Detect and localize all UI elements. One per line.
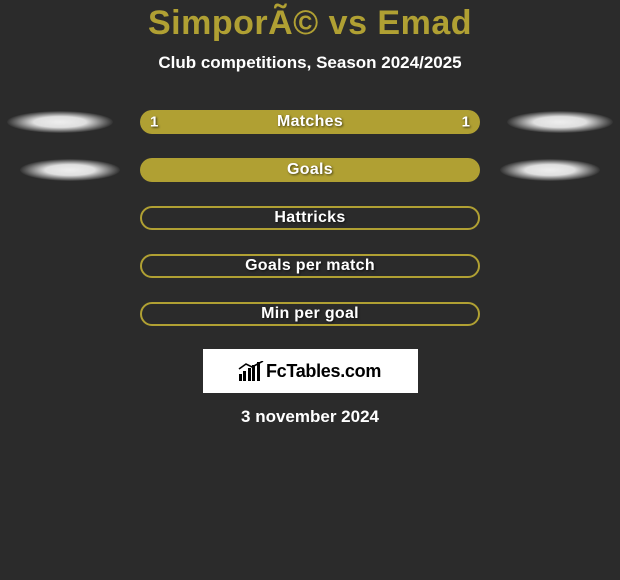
stat-bar: Hattricks (140, 206, 480, 230)
page-title: SimporÃ© vs Emad (0, 4, 620, 43)
stat-label: Min per goal (261, 305, 359, 323)
subtitle: Club competitions, Season 2024/2025 (0, 53, 620, 73)
stat-bar: Goals per match (140, 254, 480, 278)
stat-bar: Min per goal (140, 302, 480, 326)
stat-label: Goals (287, 161, 333, 179)
logo: FcTables.com (239, 361, 381, 382)
stat-bar: Goals (140, 158, 480, 182)
logo-box[interactable]: FcTables.com (203, 349, 418, 393)
stat-row: Hattricks (0, 205, 620, 231)
stat-left-value: 1 (150, 114, 158, 131)
stat-label: Hattricks (274, 209, 345, 227)
comparison-widget: SimporÃ© vs Emad Club competitions, Seas… (0, 0, 620, 427)
date-text: 3 november 2024 (0, 407, 620, 427)
bars-logo-icon (239, 362, 260, 381)
shadow-ellipse-left (20, 159, 120, 181)
logo-text: FcTables.com (266, 361, 381, 382)
stat-bar: 1 Matches 1 (140, 110, 480, 134)
stat-row: Goals per match (0, 253, 620, 279)
shadow-ellipse-right (507, 111, 613, 133)
stat-right-value: 1 (462, 114, 470, 131)
shadow-ellipse-right (500, 159, 600, 181)
stat-row: Min per goal (0, 301, 620, 327)
stat-row: Goals (0, 157, 620, 183)
logo-trend-line-icon (238, 361, 264, 370)
shadow-ellipse-left (7, 111, 113, 133)
stat-label: Matches (277, 113, 343, 131)
stats-rows: 1 Matches 1 Goals Hattricks Goals per match Mi… (0, 109, 620, 327)
stat-label: Goals per match (245, 257, 375, 275)
stat-row: 1 Matches 1 (0, 109, 620, 135)
